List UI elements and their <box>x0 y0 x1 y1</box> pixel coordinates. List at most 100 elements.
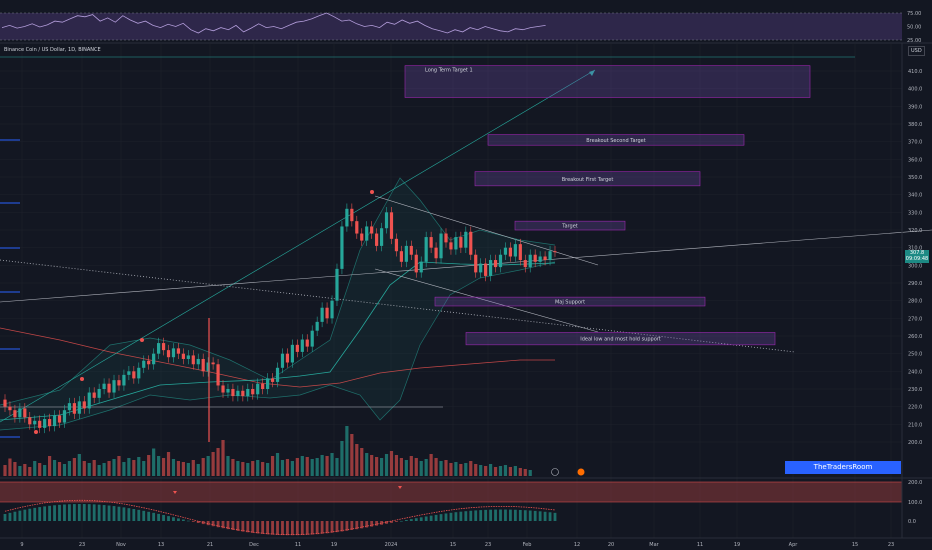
macd-histogram-bar <box>315 521 319 535</box>
price-tick-label: 280.0 <box>908 299 922 305</box>
candle-body <box>320 307 324 322</box>
candle-body <box>459 237 463 248</box>
macd-histogram-bar <box>256 521 260 534</box>
signal-dot <box>370 190 374 194</box>
volume-bar <box>394 455 399 476</box>
volume-bar <box>379 458 384 476</box>
price-tick-label: 360.0 <box>908 157 922 163</box>
candle-body <box>186 355 190 359</box>
volume-bar <box>122 462 126 476</box>
candle-body <box>251 389 255 395</box>
candle-body <box>28 417 32 425</box>
macd-histogram-bar <box>33 507 37 521</box>
macd-histogram-bar <box>276 521 279 535</box>
candle-body <box>13 410 17 418</box>
macd-histogram-bar <box>271 521 274 535</box>
candle-body <box>117 380 121 386</box>
currency-badge[interactable]: USD <box>908 46 925 56</box>
candle-body <box>513 244 517 257</box>
price-tick-label: 200.0 <box>908 440 922 446</box>
annotation-label: Long Term Target 1 <box>425 68 473 74</box>
time-tick-label: 2024 <box>385 542 398 548</box>
macd-histogram-bar <box>147 511 151 521</box>
macd-histogram-bar <box>504 509 507 521</box>
candle-body <box>394 238 399 252</box>
candle-body <box>261 383 265 389</box>
ma-long <box>0 327 555 388</box>
time-tick-label: Dec <box>249 542 259 548</box>
volume-bar <box>226 456 230 476</box>
volume-bar <box>8 458 12 476</box>
candle-body <box>270 378 275 382</box>
candle-body <box>127 371 131 375</box>
macd-histogram-bar <box>246 521 250 533</box>
macd-histogram-bar <box>72 504 76 521</box>
symbol-label: Binance Coin / US Dollar, 1D, BINANCE <box>4 47 101 53</box>
macd-histogram-bar <box>112 506 116 521</box>
candle-body <box>221 385 225 393</box>
macd-histogram-bar <box>167 516 170 521</box>
signal-dot <box>80 377 84 381</box>
macd-histogram-bar <box>360 521 364 529</box>
volume-bar <box>439 461 443 476</box>
macd-histogram-bar <box>241 521 245 532</box>
candle-body <box>201 358 205 372</box>
time-tick-label: 15 <box>450 542 456 548</box>
volume-bar <box>424 459 428 476</box>
wedge-upper <box>374 195 599 266</box>
macd-histogram-bar <box>177 518 180 521</box>
volume-bar <box>270 456 275 476</box>
volume-bar <box>256 460 260 476</box>
volume-bar <box>454 462 458 476</box>
macd-histogram-bar <box>206 521 210 526</box>
candle-body <box>543 256 547 261</box>
macd-histogram-bar <box>375 521 379 526</box>
macd-signal-marker <box>173 491 177 494</box>
price-tick-label: 210.0 <box>908 422 922 428</box>
macd-histogram-bar <box>216 521 220 528</box>
candle-body <box>147 360 151 365</box>
candle-body <box>122 374 126 386</box>
candle-body <box>246 389 250 397</box>
macd-histogram-bar <box>23 509 27 521</box>
macd-histogram-bar <box>38 507 42 521</box>
price-tick-label: 330.0 <box>908 210 922 216</box>
candle-body <box>47 419 52 427</box>
candle-body <box>226 389 230 393</box>
macd-histogram-bar <box>424 516 428 521</box>
volume-bar <box>47 456 52 476</box>
macd-histogram-bar <box>43 506 47 521</box>
volume-bar <box>201 458 205 476</box>
price-tick-label: 410.0 <box>908 69 922 75</box>
candle-body <box>33 420 37 425</box>
macd-histogram-bar <box>142 510 146 521</box>
macd-histogram-bar <box>330 521 334 533</box>
macd-histogram-bar <box>152 512 156 521</box>
volume-bar <box>285 459 290 476</box>
volume-bar <box>404 460 408 476</box>
macd-histogram-bar <box>489 509 492 521</box>
macd-histogram-bar <box>548 512 552 521</box>
countdown-value: 09:09:48 <box>905 256 929 262</box>
price-tick-label: 400.0 <box>908 87 922 93</box>
volume-bar <box>469 461 473 476</box>
volume-bar <box>261 462 265 476</box>
price-tick-label: 390.0 <box>908 104 922 110</box>
candle-body <box>469 231 473 255</box>
candle-body <box>449 242 453 250</box>
candle-body <box>484 263 488 276</box>
macd-histogram-bar <box>266 521 270 535</box>
macd-histogram-bar <box>538 511 542 521</box>
macd-histogram-bar <box>107 505 111 521</box>
time-tick-label: Mar <box>649 542 659 548</box>
volume-bar <box>503 465 508 476</box>
macd-histogram-bar <box>18 510 22 521</box>
macd-histogram-bar <box>132 508 136 521</box>
macd-histogram-bar <box>251 521 255 533</box>
price-tick-label: 240.0 <box>908 369 922 375</box>
candle-body <box>295 344 299 352</box>
macd-histogram-bar <box>454 512 458 521</box>
macd-histogram-bar <box>137 509 141 521</box>
macd-histogram-bar <box>518 509 522 521</box>
